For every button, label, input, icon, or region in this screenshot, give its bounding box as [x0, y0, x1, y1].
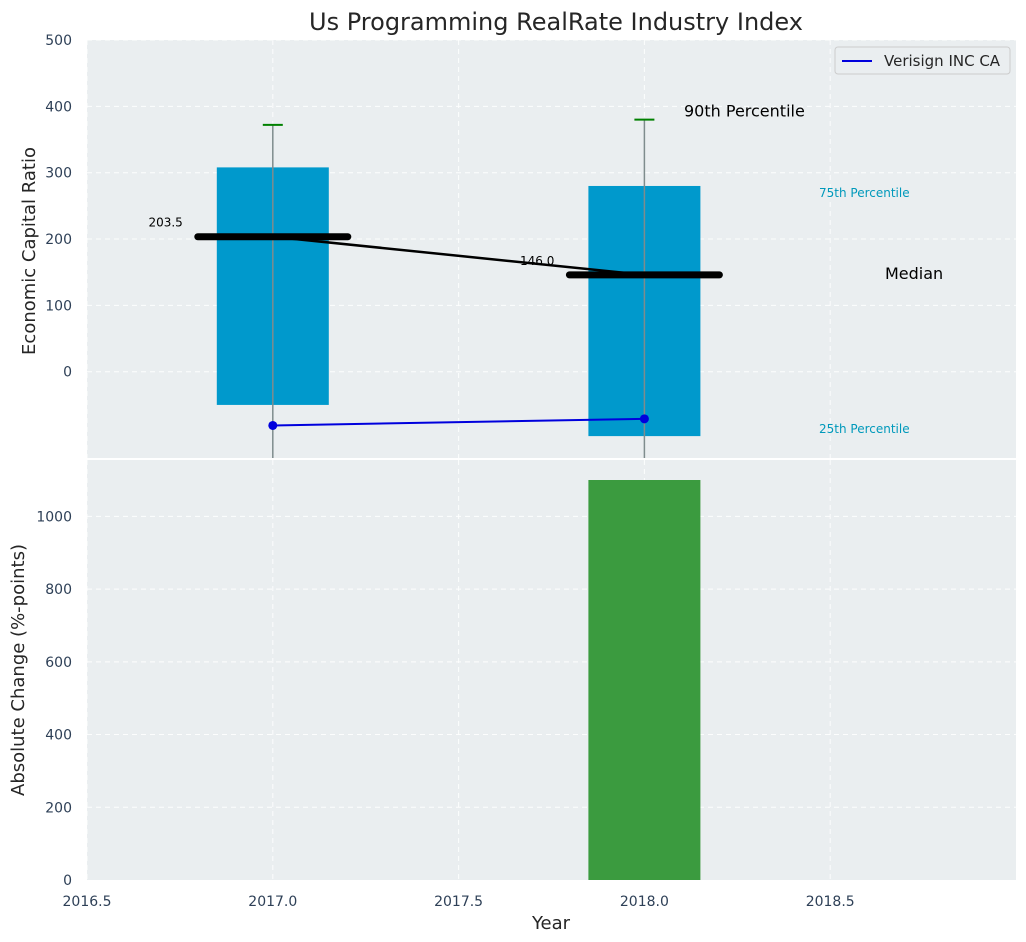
top-y-tick-label: 500 — [45, 33, 72, 49]
top-y-axis-label: Economic Capital Ratio — [19, 147, 40, 355]
chart-title: Us Programming RealRate Industry Index — [309, 8, 803, 36]
company-series-line — [272, 417, 645, 427]
annotation-p90: 90th Percentile — [684, 101, 805, 120]
marks-layer: 2016.5 2017.0 2017.5 2018.0 2018.5 0 100 200 300… — [36, 33, 943, 910]
bottom-y-tick-label: 200 — [45, 800, 72, 816]
x-tick-label: 2016.5 — [63, 894, 112, 910]
top-y-tick-label: 100 — [45, 298, 72, 314]
annotation-median: Median — [885, 264, 943, 283]
annotation-p75: 75th Percentile — [819, 186, 910, 200]
x-tick-label: 2018.5 — [806, 894, 855, 910]
x-tick-label: 2018.0 — [620, 894, 669, 910]
bottom-y-tick-label: 1000 — [36, 509, 72, 525]
median-trend-line — [272, 235, 645, 277]
top-y-tick-label: 300 — [45, 166, 72, 182]
median-value-label: 146.0 — [520, 254, 554, 268]
legend: Verisign INC CA — [834, 46, 1011, 75]
top-y-tick-label: 200 — [45, 232, 72, 248]
top-y-tick-label: 0 — [63, 365, 72, 381]
x-tick-label: 2017.0 — [248, 894, 297, 910]
bottom-y-tick-label: 800 — [45, 582, 72, 598]
bottom-y-tick-label: 600 — [45, 655, 72, 671]
median-value-label: 203.5 — [148, 216, 182, 230]
legend-label: Verisign INC CA — [884, 52, 1001, 70]
bottom-y-tick-label: 400 — [45, 728, 72, 744]
bottom-y-axis-label: Absolute Change (%-points) — [8, 544, 29, 796]
company-series-point — [268, 420, 278, 430]
x-axis-label: Year — [531, 913, 571, 934]
x-tick-label: 2017.5 — [434, 894, 483, 910]
change-bar — [588, 480, 701, 880]
bottom-y-tick-label: 0 — [63, 873, 72, 889]
annotation-p25: 25th Percentile — [819, 422, 910, 436]
bottom-plot-area — [87, 460, 1016, 880]
top-y-tick-label: 400 — [45, 99, 72, 115]
company-series-point — [639, 414, 649, 424]
legend-box — [834, 46, 1011, 75]
